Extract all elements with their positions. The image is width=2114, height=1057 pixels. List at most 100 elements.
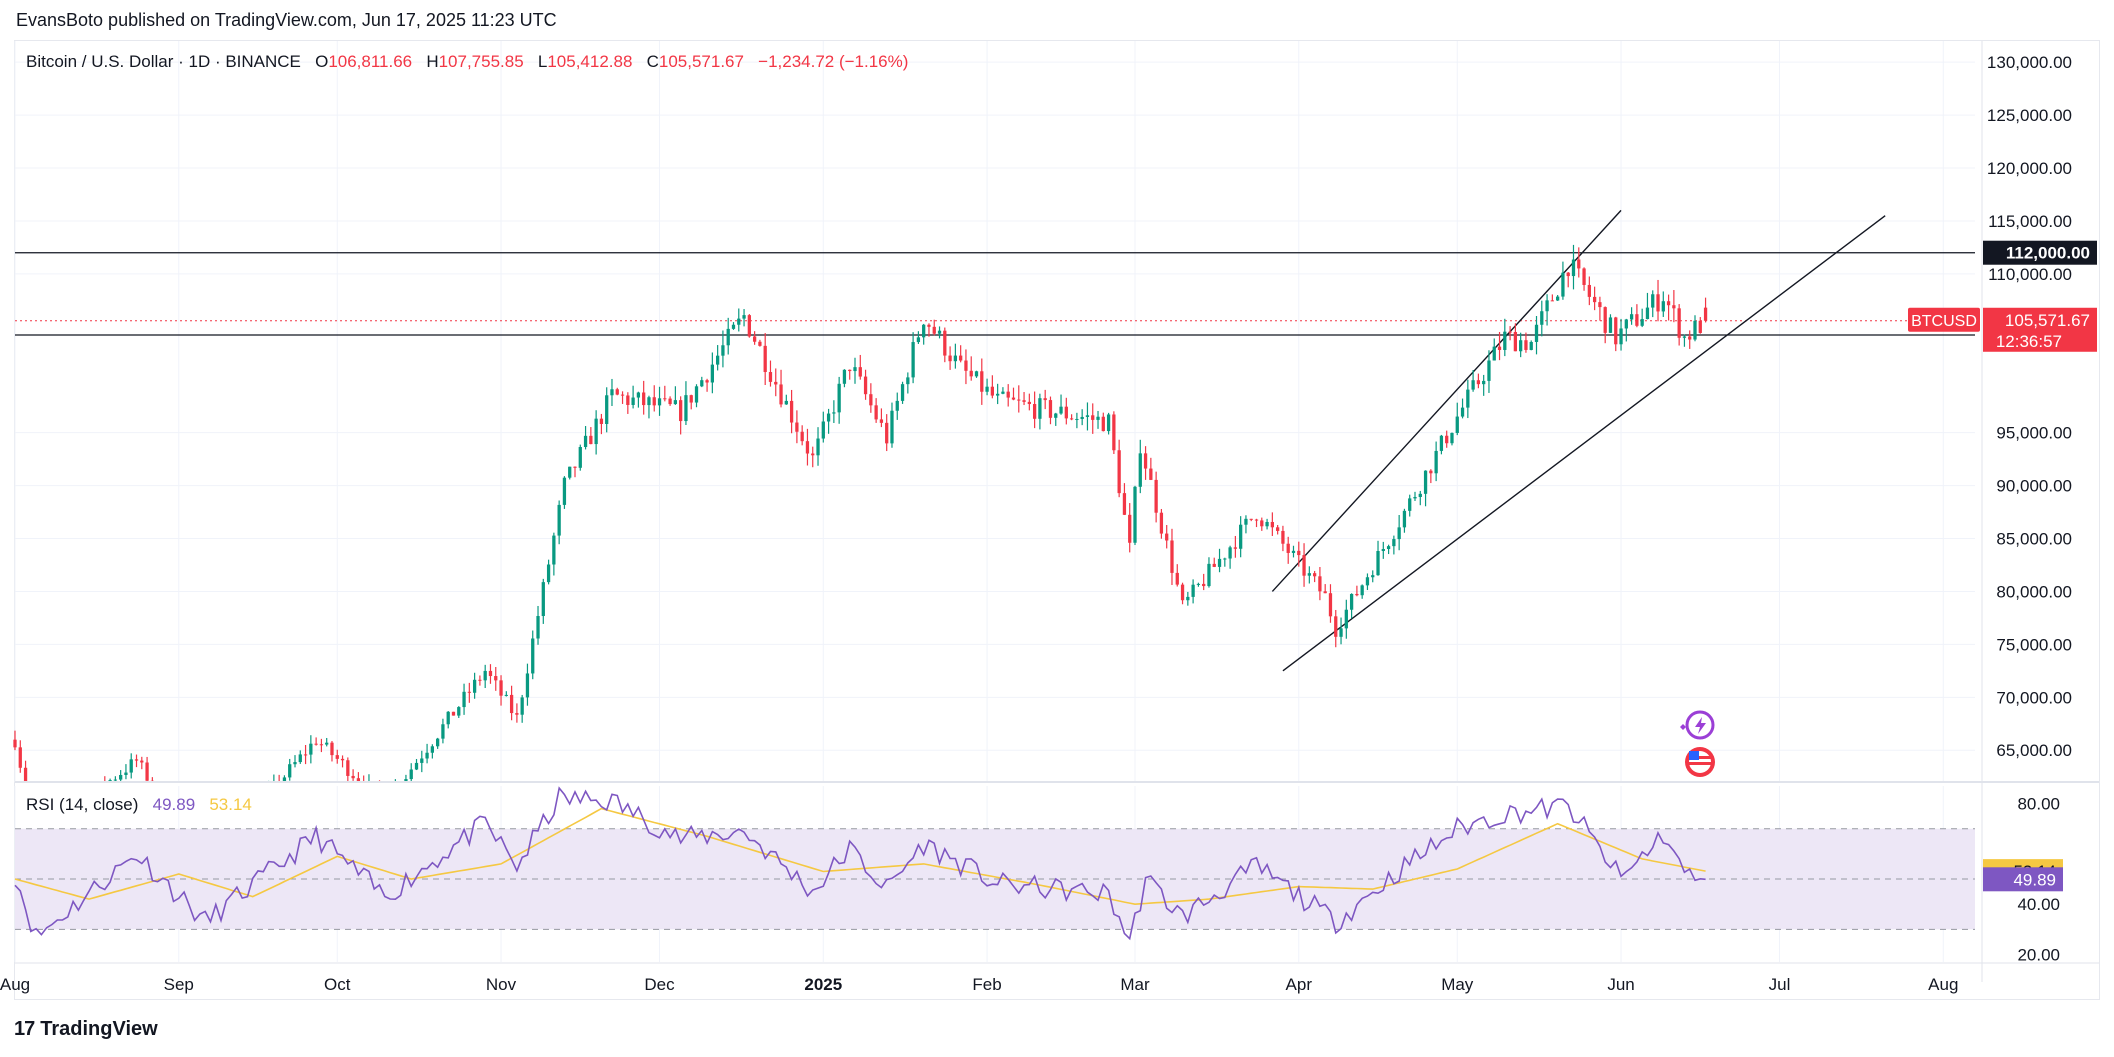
candle-body bbox=[562, 477, 567, 505]
candle-body bbox=[520, 697, 524, 715]
low-value: 105,412.88 bbox=[547, 52, 633, 71]
candle-body bbox=[1524, 340, 1528, 350]
candle-body bbox=[1154, 479, 1158, 513]
candle-body bbox=[451, 711, 456, 716]
candle-body bbox=[795, 422, 799, 432]
candle-body bbox=[874, 405, 878, 420]
candle-body bbox=[668, 398, 672, 405]
lightning-icon[interactable] bbox=[1680, 710, 1715, 740]
symbol-title[interactable]: Bitcoin / U.S. Dollar · 1D · BINANCE bbox=[26, 52, 301, 71]
candle-body bbox=[1381, 549, 1385, 552]
candle-body bbox=[573, 466, 577, 468]
candle-body bbox=[763, 345, 767, 373]
candle-body bbox=[1450, 432, 1454, 444]
candle-body bbox=[145, 762, 149, 781]
candle-body bbox=[1286, 543, 1290, 553]
candle-body bbox=[557, 504, 561, 536]
candle-body bbox=[1487, 360, 1491, 381]
candle-body bbox=[1508, 331, 1512, 333]
candle-body bbox=[684, 395, 688, 422]
candle-body bbox=[1212, 563, 1216, 567]
candle-body bbox=[1080, 416, 1084, 419]
symbol-price-tag bbox=[1908, 307, 1980, 332]
candle-body bbox=[594, 418, 598, 445]
candle-body bbox=[541, 582, 545, 617]
candle-body bbox=[906, 377, 910, 385]
candle-body bbox=[356, 778, 361, 782]
candle-body bbox=[1503, 331, 1507, 350]
x-tick-label: Sep bbox=[164, 975, 194, 994]
candle-body bbox=[689, 395, 693, 403]
candle-body bbox=[525, 673, 530, 698]
candle-body bbox=[605, 395, 609, 424]
candle-body bbox=[869, 394, 873, 406]
candle-body bbox=[1112, 414, 1116, 451]
low-label: L bbox=[537, 52, 548, 71]
candle-body bbox=[1043, 398, 1047, 401]
candle-body bbox=[1698, 320, 1702, 333]
candle-body bbox=[124, 772, 128, 775]
candle-body bbox=[1170, 540, 1174, 573]
candle-body bbox=[1149, 468, 1153, 480]
candle-body bbox=[1207, 563, 1211, 587]
candle-body bbox=[1519, 340, 1523, 352]
candle-body bbox=[1233, 547, 1238, 549]
candle-body bbox=[1603, 307, 1607, 333]
candle-body bbox=[631, 397, 635, 405]
candle-layer bbox=[13, 244, 1708, 783]
candle-body bbox=[710, 364, 714, 383]
candle-body bbox=[890, 410, 894, 444]
candle-body bbox=[879, 419, 884, 423]
rsi-tick-label: 80.00 bbox=[2017, 795, 2060, 814]
x-tick-label: Feb bbox=[972, 975, 1001, 994]
brand-name: TradingView bbox=[40, 1018, 158, 1040]
candle-body bbox=[1349, 593, 1354, 610]
candle-body bbox=[1265, 521, 1269, 527]
candle-body bbox=[1032, 404, 1037, 419]
close-value: 105,571.67 bbox=[658, 52, 744, 71]
candle-body bbox=[969, 370, 973, 377]
candle-body bbox=[351, 775, 355, 779]
symbol-tag-text: BTCUSD bbox=[1911, 313, 1977, 330]
us-flag-icon[interactable] bbox=[1685, 747, 1715, 777]
candle-body bbox=[911, 342, 915, 378]
candle-body bbox=[1143, 453, 1148, 469]
candle-body bbox=[1223, 558, 1227, 560]
candle-body bbox=[293, 762, 297, 765]
countdown-text: 12:36:57 bbox=[1996, 332, 2062, 351]
candle-body bbox=[578, 447, 582, 468]
candle-body bbox=[1180, 584, 1185, 601]
candle-body bbox=[652, 397, 656, 406]
high-value: 107,755.85 bbox=[438, 52, 524, 71]
x-tick-label: Dec bbox=[644, 975, 675, 994]
candle-body bbox=[462, 691, 466, 708]
candle-body bbox=[346, 760, 350, 776]
candle-body bbox=[119, 774, 123, 780]
rsi-tick-label: 40.00 bbox=[2017, 895, 2060, 914]
candle-body bbox=[288, 764, 292, 778]
candle-body bbox=[1703, 307, 1708, 321]
candle-body bbox=[1059, 406, 1063, 414]
candle-body bbox=[1217, 558, 1222, 567]
rsi-title[interactable]: RSI (14, close) bbox=[26, 795, 139, 814]
candle-body bbox=[425, 752, 429, 759]
candle-body bbox=[1006, 391, 1010, 398]
candle-body bbox=[1587, 284, 1591, 297]
candle-body bbox=[636, 392, 641, 398]
candle-body bbox=[1529, 341, 1533, 350]
candle-body bbox=[472, 679, 477, 693]
candle-body bbox=[1492, 346, 1496, 361]
candle-body bbox=[805, 441, 810, 454]
candle-body bbox=[1534, 324, 1539, 342]
candle-body bbox=[1017, 399, 1021, 401]
tradingview-logo[interactable]: 17 TradingView bbox=[14, 1018, 158, 1041]
rsi-value-tag-text: 49.89 bbox=[2013, 870, 2056, 889]
candle-body bbox=[13, 739, 17, 748]
rsi-ma-legend-value: 53.14 bbox=[209, 795, 252, 814]
candle-body bbox=[509, 694, 514, 714]
candle-body bbox=[1281, 530, 1285, 544]
x-tick-label: Oct bbox=[324, 975, 351, 994]
candle-body bbox=[731, 324, 736, 329]
candle-body bbox=[1297, 550, 1301, 556]
